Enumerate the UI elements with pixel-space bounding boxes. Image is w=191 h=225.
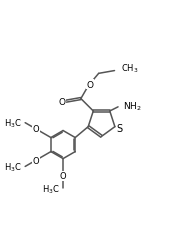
Text: O: O <box>87 80 93 89</box>
Text: H$_3$C: H$_3$C <box>4 160 22 173</box>
Text: NH$_2$: NH$_2$ <box>123 100 141 112</box>
Text: H$_3$C: H$_3$C <box>4 117 22 129</box>
Text: O: O <box>60 172 66 181</box>
Text: H$_3$C: H$_3$C <box>42 182 60 195</box>
Text: CH$_3$: CH$_3$ <box>121 63 138 75</box>
Text: O: O <box>59 97 66 106</box>
Text: S: S <box>116 124 122 134</box>
Text: O: O <box>33 156 39 165</box>
Text: O: O <box>33 125 39 134</box>
